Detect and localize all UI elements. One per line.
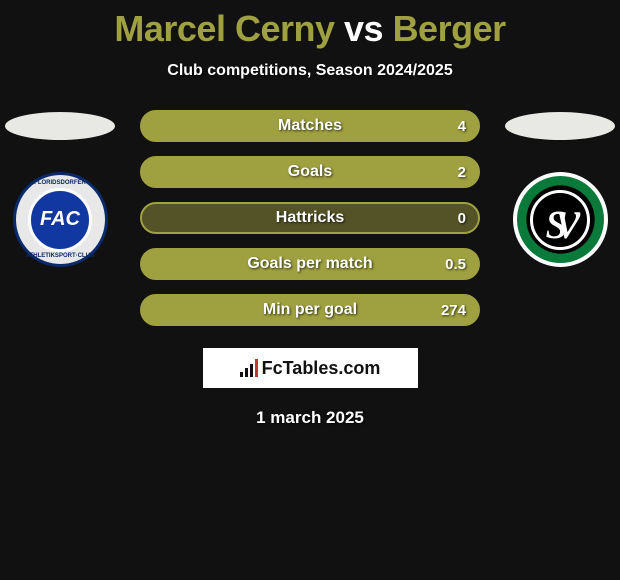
player1-avatar-placeholder: [5, 112, 115, 140]
player1-name: Marcel Cerny: [114, 8, 334, 49]
stat-value-right: 274: [441, 302, 466, 319]
stat-bar: Min per goal 274: [140, 294, 480, 326]
branding-text: FcTables.com: [262, 358, 381, 379]
stat-bar: Goals 2: [140, 156, 480, 188]
vs-word: vs: [344, 8, 383, 49]
stat-value-right: 4: [458, 118, 466, 135]
chart-icon: [240, 359, 258, 377]
stat-value-right: 0.5: [445, 256, 466, 273]
stat-label: Goals per match: [247, 255, 372, 273]
comparison-title: Marcel Cerny vs Berger: [0, 0, 620, 50]
stat-label: Matches: [278, 117, 342, 135]
stat-bar: Hattricks 0: [140, 202, 480, 234]
fac-ring-top: FLORIDSDORFER: [34, 180, 86, 186]
stat-label: Goals: [288, 163, 332, 181]
player2-column: sv: [500, 110, 620, 267]
stat-bar: Goals per match 0.5: [140, 248, 480, 280]
snapshot-date: 1 march 2025: [0, 408, 620, 428]
branding-box: FcTables.com: [203, 348, 418, 388]
stat-value-right: 0: [458, 210, 466, 227]
fac-logo-text: FAC: [28, 188, 92, 252]
player2-name: Berger: [393, 8, 506, 49]
stat-value-right: 2: [458, 164, 466, 181]
subtitle: Club competitions, Season 2024/2025: [0, 62, 620, 80]
player1-column: FLORIDSDORFER FAC ATHLETIKSPORT·CLUB: [0, 110, 120, 267]
stat-label: Min per goal: [263, 301, 357, 319]
comparison-body: FLORIDSDORFER FAC ATHLETIKSPORT·CLUB Mat…: [0, 110, 620, 340]
stat-label: Hattricks: [276, 209, 344, 227]
player2-avatar-placeholder: [505, 112, 615, 140]
player2-club-badge: sv: [513, 172, 608, 267]
stat-bar: Matches 4: [140, 110, 480, 142]
player1-club-badge: FLORIDSDORFER FAC ATHLETIKSPORT·CLUB: [13, 172, 108, 267]
stats-container: Matches 4 Goals 2 Hattricks 0 Goals per match 0…: [140, 110, 480, 340]
ried-monogram: sv: [546, 192, 569, 248]
fac-ring-bottom: ATHLETIKSPORT·CLUB: [26, 253, 95, 259]
